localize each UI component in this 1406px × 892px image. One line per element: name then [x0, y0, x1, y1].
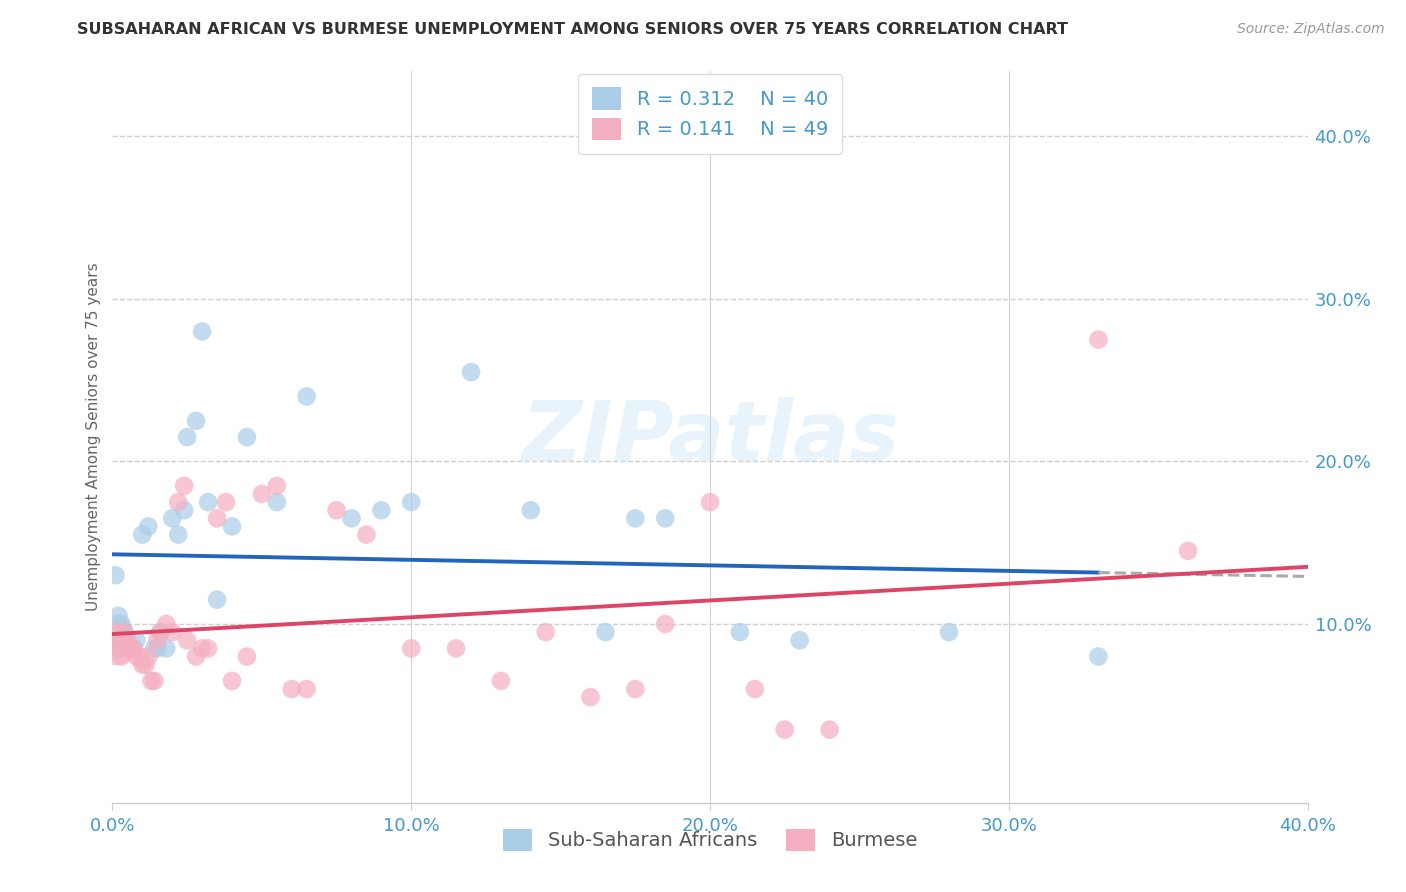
Point: [117, 641, 139, 656]
Point: [699, 495, 721, 509]
Point: [221, 673, 243, 688]
Point: [186, 649, 208, 664]
Point: [107, 608, 129, 623]
Point: [117, 633, 139, 648]
Point: [401, 641, 423, 656]
Point: [191, 325, 214, 339]
Point: [295, 681, 318, 696]
Point: [155, 641, 177, 656]
Point: [141, 673, 163, 688]
Point: [595, 625, 617, 640]
Point: [356, 527, 378, 541]
Point: [266, 479, 288, 493]
Point: [281, 681, 304, 696]
Point: [325, 503, 347, 517]
Point: [236, 430, 259, 444]
Point: [176, 430, 198, 444]
Point: [340, 511, 363, 525]
Point: [122, 641, 145, 656]
Point: [489, 673, 512, 688]
Point: [215, 495, 238, 509]
Point: [295, 389, 318, 403]
Point: [162, 625, 183, 640]
Text: Source: ZipAtlas.com: Source: ZipAtlas.com: [1237, 22, 1385, 37]
Point: [520, 503, 543, 517]
Point: [236, 649, 259, 664]
Point: [205, 592, 228, 607]
Point: [114, 625, 135, 640]
Point: [266, 495, 288, 509]
Point: [155, 617, 177, 632]
Point: [149, 625, 172, 640]
Legend: Sub-Saharan Africans, Burmese: Sub-Saharan Africans, Burmese: [495, 821, 925, 859]
Point: [149, 625, 172, 640]
Point: [173, 503, 195, 517]
Point: [205, 511, 228, 525]
Point: [114, 625, 135, 640]
Point: [146, 641, 169, 656]
Point: [191, 641, 214, 656]
Point: [744, 681, 766, 696]
Point: [186, 414, 208, 428]
Point: [773, 723, 796, 737]
Point: [250, 487, 273, 501]
Point: [167, 495, 190, 509]
Point: [534, 625, 557, 640]
Point: [460, 365, 482, 379]
Point: [624, 681, 647, 696]
Point: [122, 641, 145, 656]
Point: [110, 617, 132, 632]
Point: [1087, 333, 1109, 347]
Point: [173, 479, 195, 493]
Point: [110, 641, 132, 656]
Point: [624, 511, 647, 525]
Point: [110, 649, 132, 664]
Point: [125, 633, 148, 648]
Point: [120, 641, 142, 656]
Point: [110, 641, 132, 656]
Point: [104, 625, 127, 640]
Text: ZIPatlas: ZIPatlas: [522, 397, 898, 477]
Point: [579, 690, 602, 705]
Point: [818, 723, 841, 737]
Point: [114, 633, 135, 648]
Point: [167, 527, 190, 541]
Point: [134, 657, 156, 672]
Point: [128, 649, 150, 664]
Point: [162, 511, 183, 525]
Point: [789, 633, 811, 648]
Y-axis label: Unemployment Among Seniors over 75 years: Unemployment Among Seniors over 75 years: [86, 263, 101, 611]
Point: [104, 568, 127, 582]
Point: [143, 673, 166, 688]
Point: [107, 633, 129, 648]
Point: [107, 641, 129, 656]
Point: [370, 503, 392, 517]
Point: [143, 641, 166, 656]
Point: [176, 633, 198, 648]
Point: [104, 625, 127, 640]
Point: [654, 617, 676, 632]
Point: [401, 495, 423, 509]
Point: [221, 519, 243, 533]
Point: [654, 511, 676, 525]
Point: [197, 495, 219, 509]
Point: [444, 641, 467, 656]
Point: [138, 649, 160, 664]
Point: [120, 641, 142, 656]
Point: [728, 625, 751, 640]
Point: [146, 633, 169, 648]
Point: [131, 657, 153, 672]
Point: [131, 527, 153, 541]
Point: [938, 625, 960, 640]
Point: [125, 649, 148, 664]
Point: [1177, 544, 1199, 558]
Point: [1087, 649, 1109, 664]
Text: SUBSAHARAN AFRICAN VS BURMESE UNEMPLOYMENT AMONG SENIORS OVER 75 YEARS CORRELATI: SUBSAHARAN AFRICAN VS BURMESE UNEMPLOYME…: [77, 22, 1069, 37]
Point: [104, 641, 127, 656]
Point: [138, 519, 160, 533]
Point: [197, 641, 219, 656]
